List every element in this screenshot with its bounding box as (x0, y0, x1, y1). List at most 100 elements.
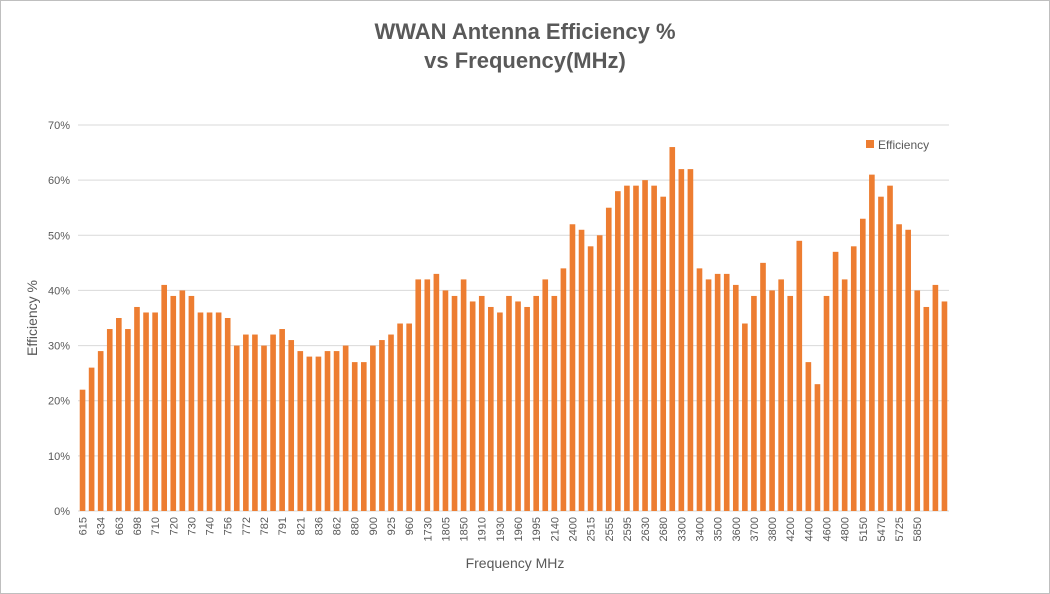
bar (261, 345, 267, 511)
y-tick-label: 10% (48, 451, 70, 463)
bar (297, 351, 304, 511)
bar (179, 290, 186, 511)
bar (315, 356, 322, 511)
x-tick-label: 3800 (767, 517, 779, 541)
x-tick-label: 1960 (513, 517, 525, 541)
x-tick-label: 960 (404, 517, 416, 535)
bar (152, 312, 158, 511)
x-tick-label: 1995 (531, 517, 543, 541)
chart-title: WWAN Antenna Efficiency % (374, 19, 676, 44)
x-axis-ticks: 615 634 663 698 710 720 730 740 756 772 782 791 821 8… (78, 517, 925, 541)
x-tick-label: 634 (96, 517, 108, 535)
bar (678, 169, 685, 511)
bar (669, 147, 676, 512)
x-tick-label: 615 (78, 517, 90, 535)
bar (896, 224, 902, 511)
bar (506, 295, 512, 511)
x-tick-label: 1930 (495, 517, 507, 541)
x-tick-label: 2140 (549, 517, 561, 541)
y-tick-label: 0% (54, 506, 70, 518)
x-tick-label: 2595 (622, 517, 634, 541)
bar (306, 356, 313, 511)
bar (714, 273, 721, 511)
chart-subtitle: vs Frequency(MHz) (424, 48, 626, 73)
x-tick-label: 821 (295, 517, 307, 535)
bar (206, 312, 213, 511)
bar (161, 284, 168, 511)
x-tick-label: 2400 (567, 517, 579, 541)
bars (79, 147, 948, 512)
x-tick-label: 698 (132, 517, 144, 535)
x-tick-label: 4400 (803, 517, 815, 541)
bar (125, 329, 131, 511)
bar (279, 329, 285, 511)
bar (905, 229, 911, 511)
bar (887, 185, 893, 511)
bar (233, 345, 240, 511)
bar (633, 185, 639, 511)
bar (197, 312, 204, 511)
bar (642, 180, 648, 511)
bar (270, 334, 276, 511)
bar (379, 340, 385, 511)
bar (805, 362, 812, 511)
bar (832, 251, 839, 512)
x-tick-label: 1805 (440, 517, 452, 541)
bar (624, 185, 630, 511)
x-tick-label: 2680 (658, 517, 670, 541)
bar (424, 279, 431, 511)
x-tick-label: 862 (332, 517, 344, 535)
x-tick-label: 3600 (731, 517, 743, 541)
bar (923, 306, 930, 511)
bar (106, 329, 113, 511)
x-tick-label: 782 (259, 517, 271, 535)
bar (397, 323, 403, 511)
x-tick-label: 3700 (749, 517, 761, 541)
bar (651, 185, 657, 511)
bar (515, 301, 521, 511)
bar (524, 306, 530, 511)
bar (596, 235, 603, 512)
bar (478, 295, 485, 511)
bar (215, 312, 222, 511)
bar (533, 295, 539, 511)
x-tick-label: 710 (150, 517, 162, 535)
x-tick-label: 836 (313, 517, 325, 535)
bar (97, 351, 104, 511)
bar (705, 279, 712, 511)
bar (88, 367, 95, 511)
x-tick-label: 2515 (586, 517, 598, 541)
x-tick-label: 1910 (477, 517, 489, 541)
bar (188, 295, 195, 511)
bar (252, 334, 258, 511)
x-tick-label: 720 (168, 517, 180, 535)
legend: Efficiency (866, 138, 929, 152)
bar (551, 295, 558, 511)
x-tick-label: 4200 (785, 517, 797, 541)
bar (243, 334, 249, 511)
bar (342, 345, 349, 511)
bar (542, 279, 549, 511)
bar (769, 290, 775, 511)
bar (134, 306, 140, 511)
bar (687, 169, 694, 511)
bar (560, 268, 567, 511)
bar (615, 191, 621, 511)
chart-title-block: WWAN Antenna Efficiency % vs Frequency(M… (0, 17, 1050, 75)
y-tick-label: 40% (48, 285, 70, 297)
x-tick-label: 730 (186, 517, 198, 535)
bar (859, 218, 866, 511)
legend-swatch (866, 140, 874, 148)
y-tick-label: 30% (48, 341, 70, 353)
bar (143, 312, 149, 511)
bar (787, 295, 794, 511)
x-tick-label: 5725 (894, 517, 906, 541)
y-tick-label: 70% (48, 120, 70, 132)
bar (116, 318, 122, 511)
bar (878, 196, 884, 511)
bar (778, 279, 784, 511)
bar (388, 334, 394, 511)
y-tick-label: 50% (48, 230, 70, 242)
y-tick-label: 20% (48, 396, 70, 408)
